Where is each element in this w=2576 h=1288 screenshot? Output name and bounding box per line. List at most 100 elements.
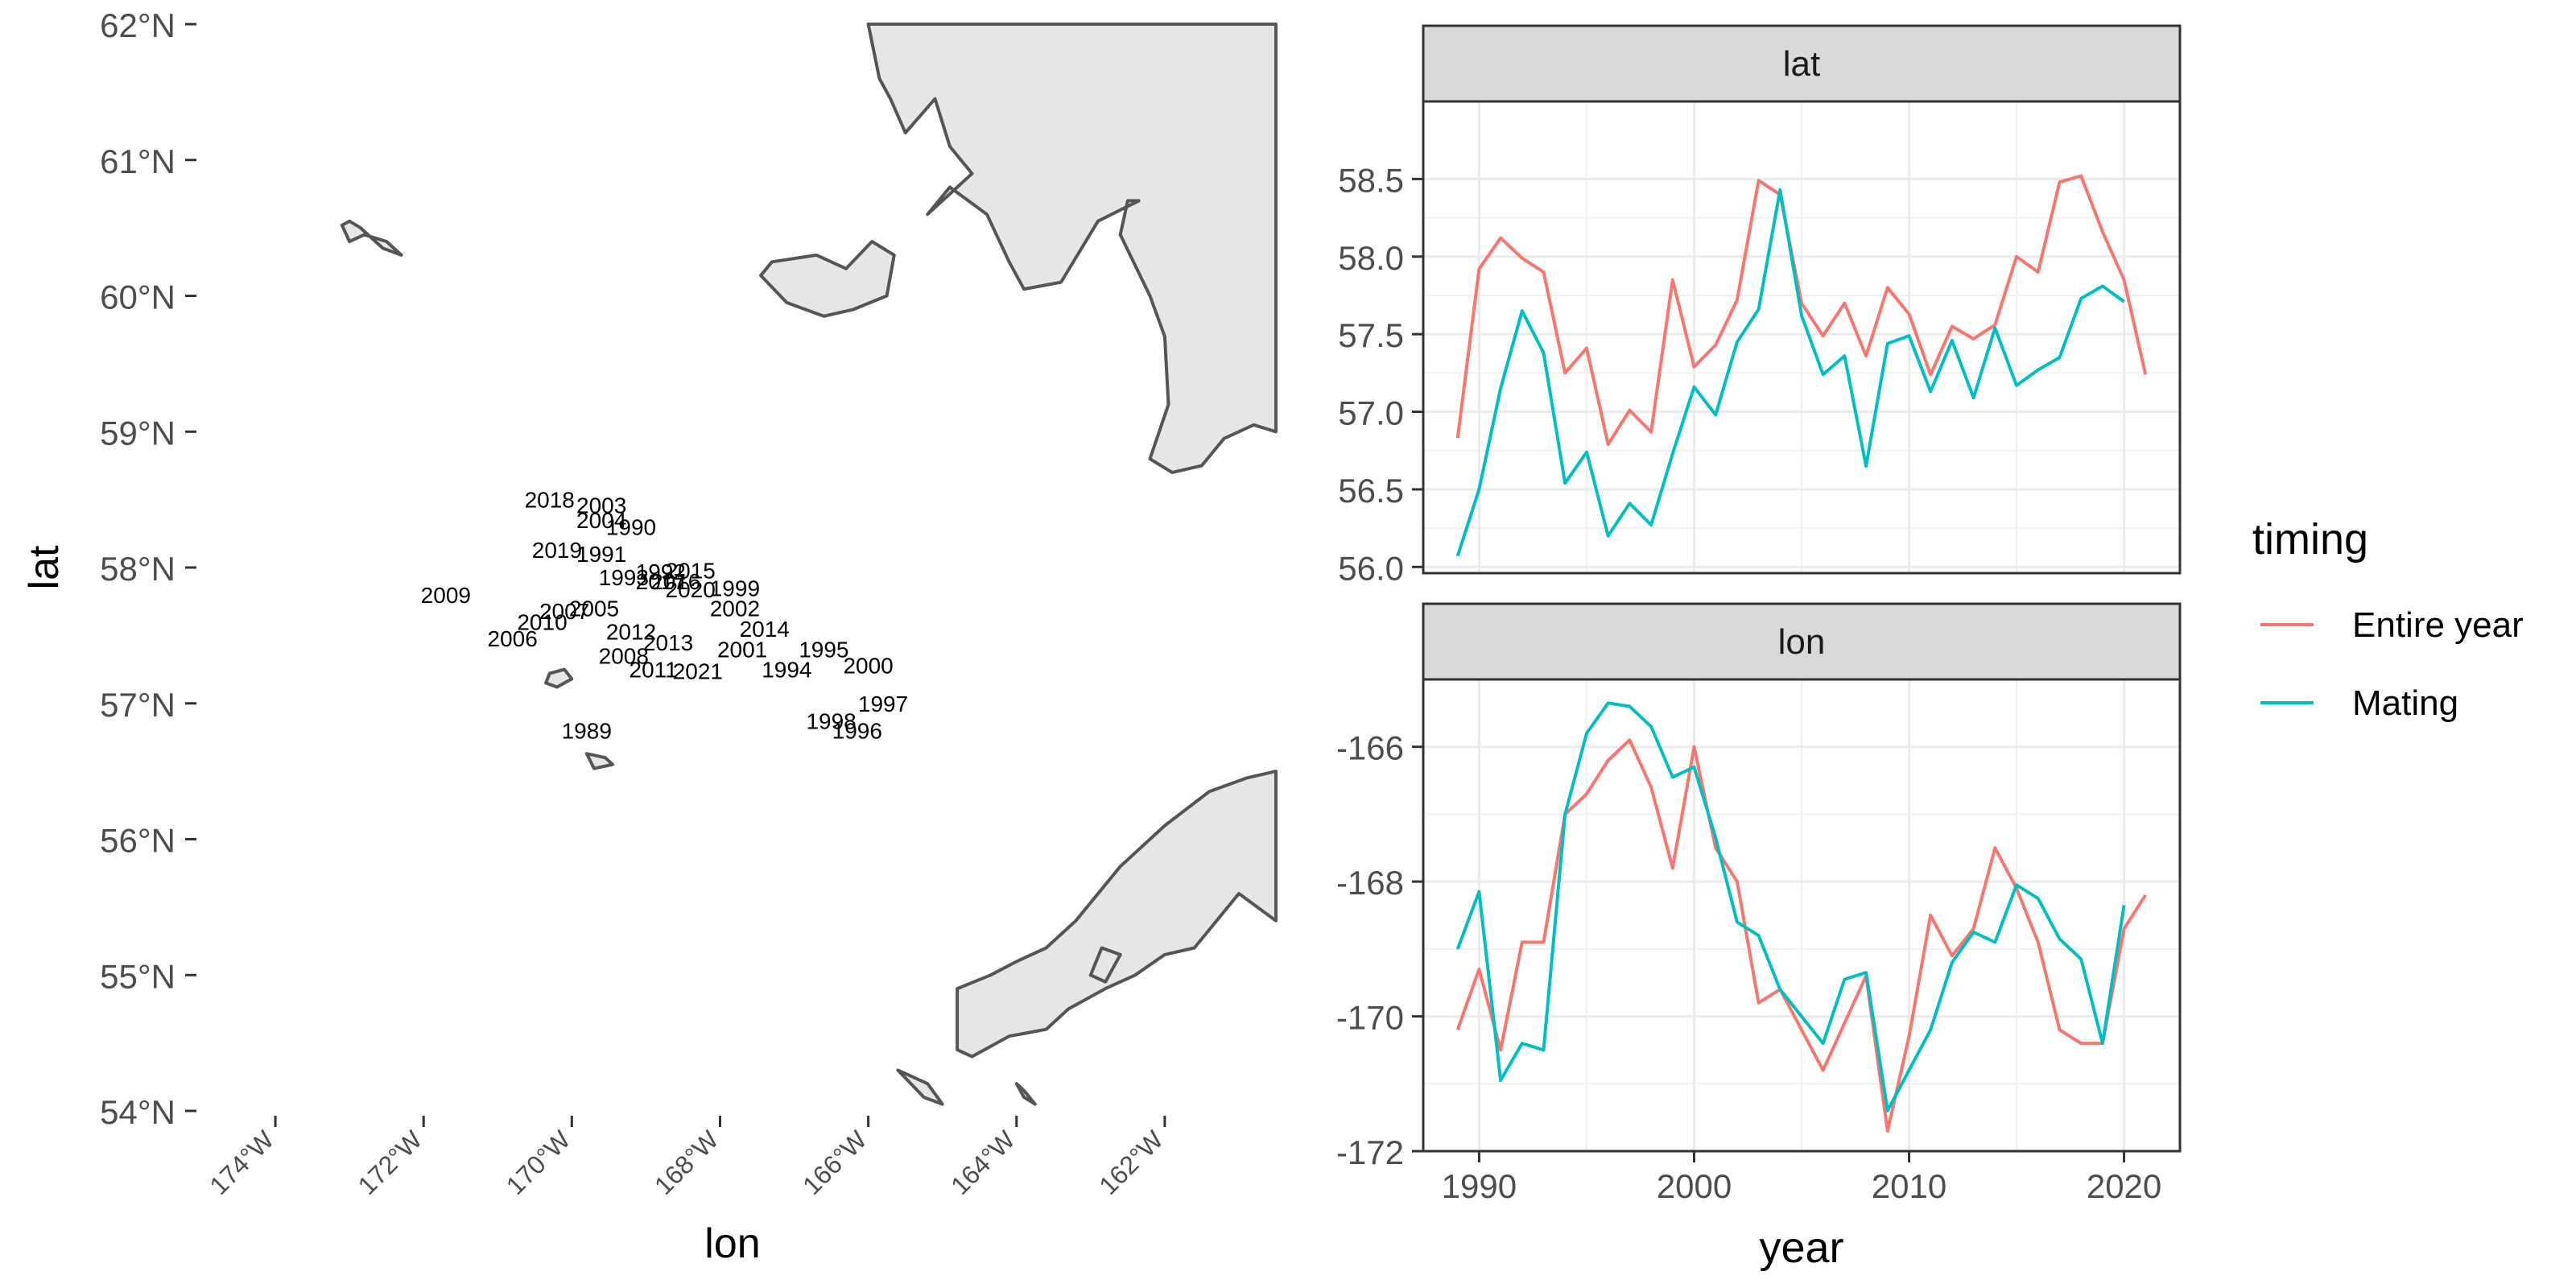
line-lat-entire-year (1455, 174, 2148, 446)
map-x-axis-title: lon (704, 1220, 760, 1267)
map-year-label-2004: 2004 (576, 508, 626, 533)
legend-title: timing (2252, 515, 2368, 564)
map-year-label-2009: 2009 (421, 583, 471, 608)
facet-x-tick-label: 2010 (1872, 1167, 1946, 1205)
map-y-axis: 54°N 55°N 56°N 57°N 58°N 59°N 60°N 61°N 62°N (100, 6, 196, 1131)
map-year-label-1989: 1989 (562, 719, 612, 744)
facet-y-tick-label: 58.5 (1338, 161, 1404, 199)
map-y-tick-label: 60°N (100, 279, 175, 316)
legend-label-mating: Mating (2352, 683, 2458, 723)
map-year-label-1990: 1990 (606, 514, 656, 539)
map-year-label-1992: 1992 (636, 559, 686, 584)
land-krenitzin-island (1014, 1082, 1037, 1106)
map-x-tick-label: 168°W (649, 1125, 724, 1200)
map-year-labels: 1989199019911992199319941995199619971998… (421, 488, 909, 744)
facet-x-axis: 1990 2000 2010 2020 (1442, 1151, 2161, 1205)
land-st-matthew-island (340, 219, 403, 257)
legend: timing Entire year Mating (2252, 515, 2524, 723)
map-year-label-1999: 1999 (710, 576, 760, 601)
facet-y-tick-label: -166 (1336, 729, 1404, 767)
land-st-paul-island (544, 667, 574, 689)
land-alaska-mainland (866, 23, 1278, 474)
facet-y-tick-label: 56.0 (1338, 549, 1404, 587)
map-x-axis: 174°W 172°W 170°W 168°W 166°W 164°W 162°W (204, 1116, 1169, 1200)
map-y-axis-title: lat (21, 545, 68, 589)
map-year-label-2012: 2012 (606, 619, 656, 644)
map-y-tick-label: 61°N (100, 142, 175, 180)
map-land (340, 23, 1278, 1106)
facet-panels: lat 56.0 56.5 57.0 57.5 58.0 58.5 lon -166 -16… (1336, 24, 2182, 1272)
facet-y-tick-label: 56.5 (1338, 472, 1404, 510)
map-year-label-2008: 2008 (599, 644, 649, 669)
map-year-label-2002: 2002 (710, 597, 760, 621)
facet-lat-y-axis: 56.0 56.5 57.0 57.5 58.0 58.5 (1338, 161, 1423, 587)
map-year-label-2015: 2015 (666, 558, 716, 583)
facet-lat-strip (1422, 24, 2182, 103)
facet-lon-grid (1423, 679, 2180, 1153)
facet-y-tick-label: 57.5 (1338, 316, 1404, 354)
facet-lat-lines (1455, 174, 2148, 557)
facet-lat: lat 56.0 56.5 57.0 57.5 58.0 58.5 (1338, 24, 2182, 587)
map-year-label-2001: 2001 (717, 637, 767, 662)
line-lon-entire-year (1455, 738, 2147, 1133)
map-year-label-2018: 2018 (525, 488, 575, 513)
map-x-tick-label: 172°W (353, 1125, 428, 1200)
map-y-tick-label: 57°N (100, 686, 175, 724)
land-fox-island (896, 1068, 944, 1106)
map-x-tick-label: 174°W (204, 1125, 279, 1200)
map-y-tick-label: 56°N (100, 822, 175, 860)
map-year-label-2017: 2017 (636, 569, 686, 594)
facet-lon-strip-label: lon (1778, 622, 1826, 662)
map-y-tick-label: 58°N (100, 550, 175, 588)
facet-lon-plot-border (1422, 678, 2182, 1153)
map-y-tick-label: 59°N (100, 414, 175, 452)
map-year-label-1996: 1996 (832, 719, 882, 744)
facet-y-tick-label: 58.0 (1338, 239, 1404, 277)
facet-lat-strip-label: lat (1783, 44, 1820, 84)
map-x-tick-label: 166°W (797, 1125, 873, 1200)
facet-y-tick-label: 57.0 (1338, 394, 1404, 432)
map-y-tick-label: 54°N (100, 1093, 175, 1131)
map-year-label-1997: 1997 (858, 691, 908, 716)
facet-y-tick-label: -168 (1336, 864, 1404, 902)
map-y-tick-label: 55°N (100, 957, 175, 995)
land-st-george-island (584, 752, 614, 770)
map-year-label-2007: 2007 (539, 599, 589, 624)
map-x-tick-label: 170°W (501, 1125, 576, 1200)
map-year-label-2019: 2019 (532, 538, 582, 563)
line-lat-mating (1455, 188, 2125, 557)
map-year-label-2011: 2011 (630, 658, 678, 683)
map-panel: 54°N 55°N 56°N 57°N 58°N 59°N 60°N 61°N 62°N 174… (21, 6, 1278, 1267)
map-y-tick-label: 62°N (100, 6, 175, 44)
facet-lon-lines (1455, 701, 2147, 1133)
land-nunivak-island (759, 240, 896, 318)
facet-x-tick-label: 2000 (1657, 1167, 1732, 1205)
land-alaska-peninsula (956, 770, 1278, 1059)
map-year-label-2014: 2014 (740, 617, 790, 642)
map-year-label-1993: 1993 (599, 565, 649, 590)
map-year-label-1998: 1998 (806, 709, 856, 734)
map-year-label-2010: 2010 (517, 610, 567, 635)
legend-label-entire-year: Entire year (2352, 605, 2524, 645)
map-year-label-2013: 2013 (643, 630, 693, 655)
facet-lon-strip (1422, 602, 2182, 681)
map-year-label-2000: 2000 (843, 654, 893, 679)
facet-x-tick-label: 2020 (2087, 1167, 2161, 1205)
map-year-label-2016: 2016 (650, 569, 700, 594)
facet-lon: lon -166 -168 -170 -172 (1336, 602, 2182, 1171)
facet-lon-y-axis: -166 -168 -170 -172 (1336, 729, 1423, 1171)
map-year-label-2021: 2021 (673, 658, 723, 683)
map-year-label-2005: 2005 (569, 597, 619, 621)
map-year-label-1994: 1994 (762, 658, 811, 683)
map-year-label-2003: 2003 (576, 493, 626, 518)
map-x-tick-label: 162°W (1093, 1125, 1169, 1200)
land-unimak-detail (1088, 946, 1122, 984)
map-year-label-2020: 2020 (666, 577, 716, 602)
map-x-tick-label: 164°W (945, 1125, 1021, 1200)
map-year-label-2006: 2006 (488, 626, 538, 651)
facet-x-axis-title: year (1759, 1224, 1843, 1272)
map-year-label-1995: 1995 (799, 637, 848, 662)
line-lon-mating (1455, 701, 2126, 1113)
map-year-label-1991: 1991 (576, 542, 626, 567)
